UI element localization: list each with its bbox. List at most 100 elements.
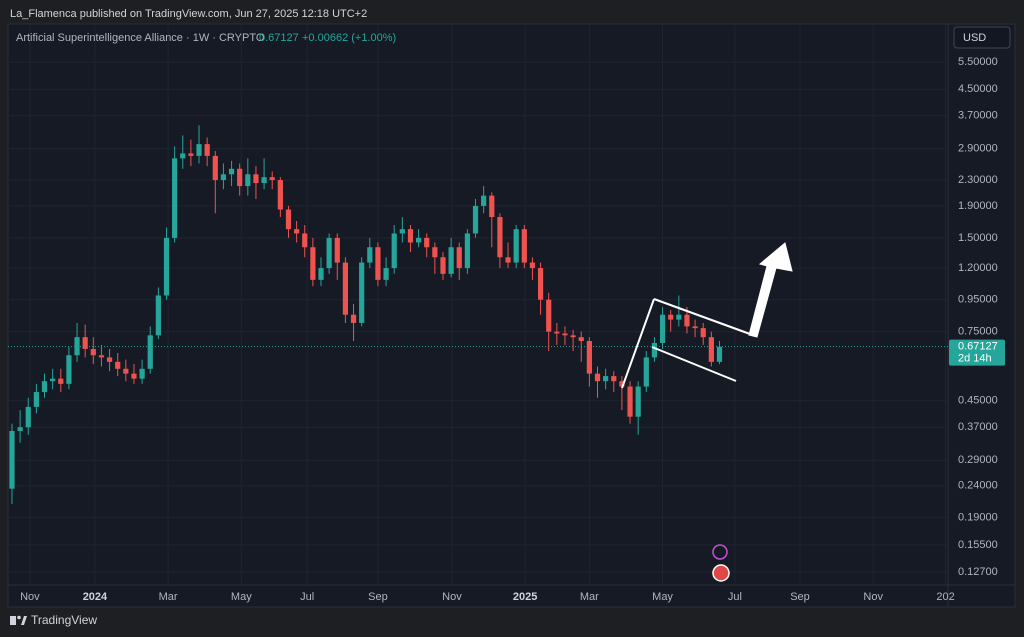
candle-body (367, 247, 373, 263)
x-tick-label: May (231, 591, 252, 603)
candle-body (521, 229, 527, 263)
candle-body (627, 386, 633, 417)
candle-body (456, 247, 462, 269)
candle-body (253, 174, 259, 184)
candle-body (424, 237, 430, 248)
publisher-line: La_Flamenca published on TradingView.com… (10, 8, 367, 20)
candle-body (668, 314, 674, 320)
candle-body (106, 357, 113, 362)
x-tick-label: May (652, 591, 673, 603)
candle-body (546, 299, 552, 332)
candle-body (383, 268, 389, 280)
y-tick-label: 5.50000 (958, 56, 998, 68)
candle-body (261, 177, 267, 184)
y-tick-label: 0.29000 (958, 454, 998, 466)
candle-body (147, 335, 153, 369)
y-tick-label: 0.37000 (958, 421, 998, 433)
breakout-arrow (748, 242, 793, 338)
candle-body (66, 355, 72, 384)
candle-body (41, 381, 48, 393)
grid (8, 24, 948, 585)
candle-body (172, 158, 178, 238)
candle-body (98, 355, 105, 358)
candle-body (692, 326, 698, 329)
candle-body (603, 376, 609, 382)
candle-body (659, 314, 666, 343)
candle-body (586, 341, 592, 374)
x-tick-label: 2024 (83, 591, 108, 603)
candle-body (74, 337, 80, 356)
candle-body (375, 247, 381, 280)
x-tick-label: Nov (863, 591, 883, 603)
candle-body (212, 155, 218, 181)
candle-body (318, 268, 324, 280)
candle-body (513, 229, 519, 263)
candle-body (407, 229, 414, 243)
currency[interactable]: USD (963, 32, 986, 44)
candle-body (220, 174, 227, 181)
y-tick-label: 0.15500 (958, 539, 998, 551)
candle-body (17, 427, 23, 431)
chart-title: Artificial Superintelligence Alliance · … (16, 32, 265, 44)
x-tick-label: 202 (936, 591, 954, 603)
countdown: 2d 14h (958, 353, 992, 365)
y-tick-label: 0.12700 (958, 566, 998, 578)
candle-body (115, 361, 121, 369)
candle-body (448, 247, 454, 274)
candle-body (676, 314, 682, 320)
candle-body (399, 229, 405, 234)
candle-body (302, 233, 308, 248)
x-tick-label: Nov (442, 591, 462, 603)
y-tick-label: 1.20000 (958, 262, 998, 274)
candle-body (684, 314, 690, 327)
candle-body (643, 357, 649, 387)
flag-pole (621, 298, 655, 389)
candle-body (326, 237, 332, 269)
header-price: 0.67127 (259, 32, 299, 44)
candle-body (188, 153, 194, 156)
candle-body (131, 373, 137, 379)
x-tick-label: Sep (368, 591, 388, 603)
flag-lower-line (651, 346, 737, 382)
x-tick-label: Mar (580, 591, 599, 603)
footer-logo (10, 615, 27, 625)
x-tick-label: Mar (159, 591, 178, 603)
candle-body (570, 335, 576, 338)
candle-body (578, 337, 584, 342)
candle-body (472, 205, 479, 234)
candle-body (497, 217, 503, 258)
candle-body (415, 237, 422, 243)
y-tick-label: 0.75000 (958, 326, 998, 338)
logo-part (21, 616, 27, 625)
candles (9, 125, 723, 504)
candle-body (432, 247, 438, 258)
candle-body (163, 237, 170, 296)
candle-body (594, 373, 601, 382)
event-icon (712, 544, 728, 560)
event-icon (712, 564, 730, 582)
candle-body (350, 314, 357, 323)
y-tick-label: 0.24000 (958, 480, 998, 492)
candle-body (237, 168, 243, 187)
candle-body (359, 262, 365, 323)
candle-body (611, 376, 617, 382)
y-tick-label: 1.90000 (958, 200, 998, 212)
candle-body (50, 378, 56, 382)
candle-body (82, 337, 88, 349)
candle-body (342, 262, 349, 315)
candle-body (651, 342, 658, 358)
candle-body (294, 229, 300, 234)
event-icons (712, 544, 730, 582)
candle-body (562, 333, 568, 336)
candle-body (90, 348, 96, 356)
candle-body (708, 337, 714, 362)
logo-part (17, 615, 21, 620)
candle-body (25, 406, 31, 428)
x-tick-label: Jul (300, 591, 314, 603)
y-tick-label: 0.19000 (958, 511, 998, 523)
candle-body (440, 257, 446, 274)
currency-box[interactable] (953, 26, 1011, 49)
drawing-annotations (621, 242, 793, 389)
candle-body (277, 180, 283, 210)
